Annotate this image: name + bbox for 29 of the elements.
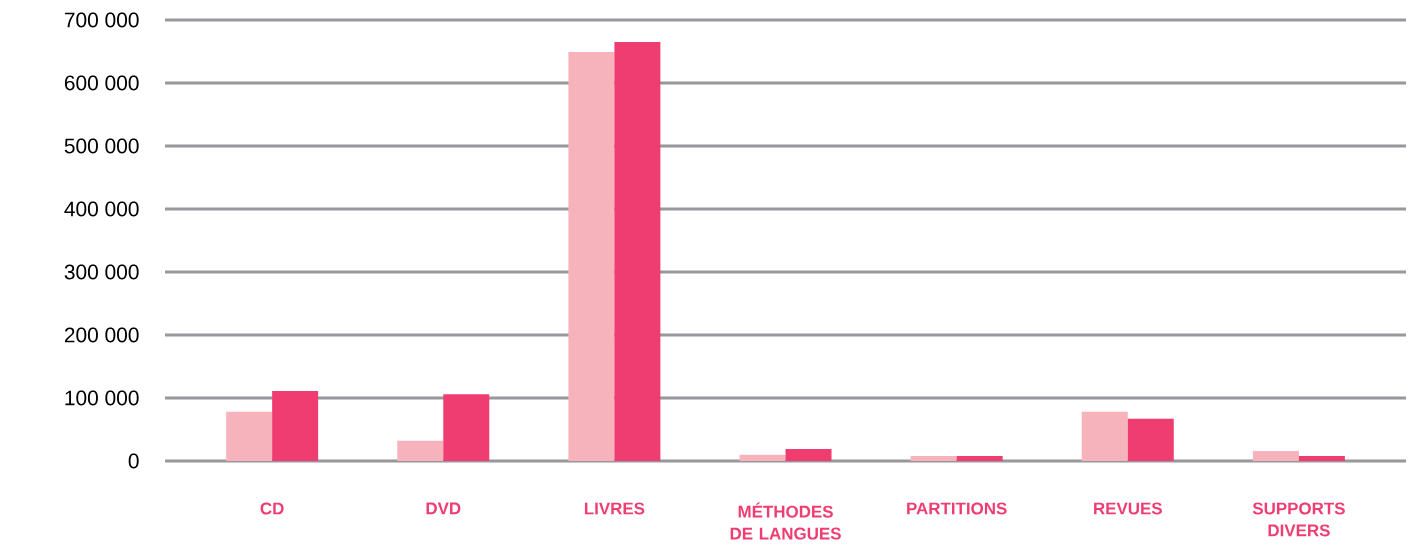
bar	[739, 454, 786, 461]
bar	[785, 449, 832, 461]
x-tick-label: REVUES	[1094, 502, 1162, 515]
x-tick-label: PARTITIONS	[907, 502, 1007, 515]
bar	[910, 455, 957, 461]
bar	[226, 411, 273, 461]
bar	[614, 42, 661, 461]
y-tick-label: 500 000	[64, 138, 139, 154]
y-tick-label: 600 000	[64, 75, 139, 91]
bar	[1298, 455, 1345, 461]
y-tick-label: 100 000	[65, 390, 139, 406]
bar	[443, 394, 490, 461]
y-tick-label: 0	[128, 453, 139, 469]
y-tick-label: 400 000	[64, 201, 139, 217]
x-tick-label: CD	[260, 502, 284, 515]
y-tick-label: 300 000	[64, 264, 139, 280]
bar	[1252, 450, 1299, 461]
x-tick-label: DVD	[426, 502, 461, 515]
bar	[568, 52, 615, 461]
y-tick-label: 700 000	[64, 12, 139, 28]
bar	[956, 455, 1003, 461]
bar	[1127, 418, 1174, 461]
bar	[1081, 411, 1128, 461]
bar	[397, 440, 444, 461]
y-tick-label: 200 000	[64, 327, 139, 343]
x-tick-label: MÉTHODES DE LANGUES	[730, 502, 841, 540]
x-tick-label: LIVRES	[584, 502, 645, 515]
bar	[272, 391, 319, 461]
x-tick-label: SUPPORTS DIVERS	[1252, 502, 1345, 537]
